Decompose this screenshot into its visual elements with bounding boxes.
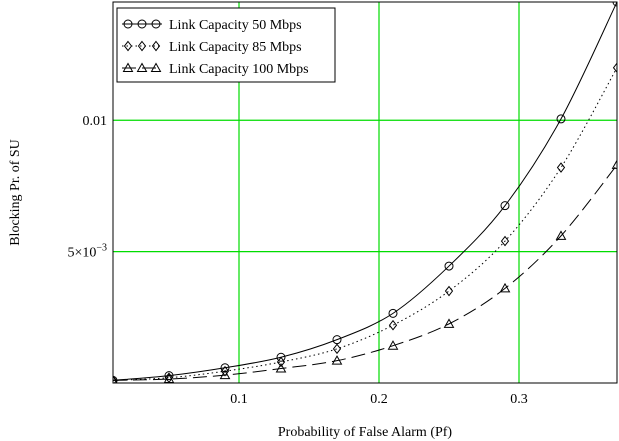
series-1 xyxy=(113,2,617,383)
y-tick-label: 0.01 xyxy=(83,114,108,129)
legend-marker xyxy=(123,40,133,52)
data-point xyxy=(556,162,566,173)
legend-marker xyxy=(150,62,162,72)
data-point xyxy=(113,374,118,383)
data-point xyxy=(443,318,455,328)
x-tick-label: 0.1 xyxy=(230,392,248,407)
y-axis-label: Blocking Pr. of SU xyxy=(8,139,23,246)
data-point xyxy=(275,363,287,373)
y-tick-label: 5×10−3 xyxy=(67,243,107,261)
x-tick-label: 0.2 xyxy=(370,392,388,407)
data-point xyxy=(500,201,510,211)
legend-marker xyxy=(151,19,161,29)
data-point xyxy=(220,365,230,377)
data-point xyxy=(499,282,511,293)
series-line xyxy=(113,164,617,381)
data-point xyxy=(555,230,567,240)
legend-item: Link Capacity 85 Mbps xyxy=(122,40,302,55)
data-point xyxy=(276,356,286,368)
data-point xyxy=(444,285,454,297)
series-line xyxy=(113,67,617,381)
legend-marker xyxy=(122,62,134,72)
data-point xyxy=(612,62,617,74)
x-tick-label: 0.3 xyxy=(510,392,528,407)
legend-label: Link Capacity 85 Mbps xyxy=(169,40,302,55)
data-point xyxy=(444,261,454,271)
legend-marker xyxy=(123,19,133,29)
legend-marker xyxy=(137,40,147,52)
series-3 xyxy=(113,159,617,383)
legend-label: Link Capacity 50 Mbps xyxy=(169,18,302,33)
grid xyxy=(113,2,617,383)
data-point xyxy=(276,352,286,362)
data-point xyxy=(219,369,231,380)
data-point xyxy=(556,114,566,124)
legend-item: Link Capacity 50 Mbps xyxy=(122,18,302,33)
data-point xyxy=(388,308,398,318)
data-point xyxy=(331,355,343,365)
data-point xyxy=(164,371,174,381)
legend: Link Capacity 50 Mbps Link Capacity 85 Mb… xyxy=(116,7,336,83)
data-point xyxy=(611,159,617,169)
legend-marker xyxy=(137,19,147,29)
data-point xyxy=(113,375,118,383)
data-point xyxy=(332,343,342,355)
legend-item: Link Capacity 100 Mbps xyxy=(122,62,309,77)
series-layer xyxy=(113,2,617,383)
data-point xyxy=(500,235,510,247)
tick-labels: 0.1 0.2 0.3 5×10−3 0.01 xyxy=(67,114,527,407)
data-point xyxy=(387,340,399,350)
legend-marker xyxy=(151,40,161,52)
series-2 xyxy=(113,62,617,383)
x-axis-label: Probability of False Alarm (Pf) xyxy=(278,425,453,440)
data-point xyxy=(388,319,398,331)
plot-area-frame xyxy=(112,1,618,384)
legend-marker xyxy=(136,62,148,72)
legend-label: Link Capacity 100 Mbps xyxy=(169,62,309,77)
data-point xyxy=(220,363,230,373)
series-line xyxy=(113,2,617,381)
